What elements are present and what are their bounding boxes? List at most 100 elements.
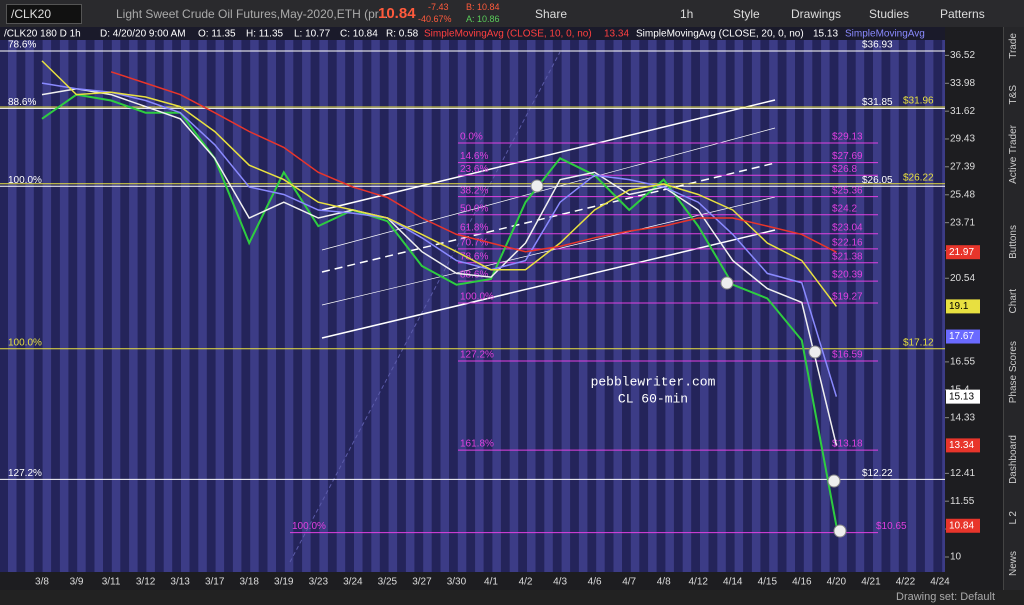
share-button[interactable]: Share [535, 7, 568, 21]
x-tick-label: 4/8 [657, 577, 671, 588]
session-stripe [59, 40, 69, 572]
session-stripe [42, 40, 52, 572]
session-stripe [527, 40, 536, 572]
level-name: 50.0% [460, 203, 488, 214]
channel-upper [321, 99, 776, 211]
x-tick-label: 4/2 [519, 577, 533, 588]
level-name: 100.0% [292, 521, 326, 532]
level-price: $13.18 [832, 439, 863, 450]
studies-button[interactable]: Studies [869, 7, 910, 21]
level-name: 0.0% [460, 132, 483, 143]
price-marker-label: 19.1 [949, 301, 969, 312]
y-tick-label: 14.33 [950, 412, 975, 423]
series-line [41, 93, 838, 526]
series-line [41, 82, 838, 397]
sidebar-tab[interactable]: Buttons [1008, 225, 1019, 259]
series-line [110, 71, 837, 253]
header-low: L: 10.77 [294, 29, 331, 40]
change: -7.43 [428, 2, 449, 12]
level-name: 88.6% [8, 97, 36, 108]
y-tick-label: 29.43 [950, 134, 975, 145]
drawing-set[interactable]: Drawing set: Default [896, 591, 996, 603]
price-marker-label: 10.84 [949, 520, 974, 531]
x-tick-label: 3/19 [274, 577, 294, 588]
trend-line [289, 51, 561, 563]
sidebar-tab[interactable]: T&S [1008, 85, 1019, 105]
level-price: $27.69 [832, 151, 863, 162]
session-stripe [319, 40, 328, 572]
patterns-button[interactable]: Patterns [940, 7, 985, 21]
session-stripe [596, 40, 605, 572]
level-name: 70.7% [460, 237, 488, 248]
level-price: $25.36 [832, 185, 863, 196]
x-tick-label: 3/18 [239, 577, 259, 588]
x-tick-label: 3/24 [343, 577, 363, 588]
x-tick-label: 4/22 [896, 577, 916, 588]
level-name: 127.2% [8, 468, 42, 479]
y-tick-label: 36.52 [950, 50, 975, 61]
drawings-button[interactable]: Drawings [791, 7, 842, 21]
y-tick-label: 27.39 [950, 161, 975, 172]
session-stripe [751, 40, 761, 572]
session-stripe [890, 40, 899, 572]
session-stripe [907, 40, 917, 572]
timeframe-button[interactable]: 1h [680, 7, 694, 21]
pivot-marker [833, 524, 847, 538]
session-stripe [492, 40, 501, 572]
y-tick-label: 12.41 [950, 468, 975, 479]
session-stripe [855, 40, 865, 572]
last-price: 10.84 [378, 5, 416, 22]
chart-header [0, 27, 945, 40]
ask: A: 10.86 [466, 14, 500, 24]
level-name: 78.6% [8, 40, 36, 51]
style-button[interactable]: Style [733, 7, 760, 21]
level-price: $12.22 [862, 468, 893, 479]
sidebar-tab[interactable]: Dashboard [1008, 435, 1019, 484]
x-tick-label: 3/8 [35, 577, 49, 588]
header-range: R: 0.58 [386, 29, 419, 40]
session-stripe [354, 40, 363, 572]
session-stripe [284, 40, 294, 572]
level-price: $19.27 [832, 292, 863, 303]
y-tick-label: 25.48 [950, 189, 975, 200]
level-price: $20.39 [832, 270, 863, 281]
chart: /CLK20 180 D 1h D: 4/20/20 9:00 AM O: 11… [0, 27, 1003, 590]
header-close: C: 10.84 [340, 29, 378, 40]
study3-label: SimpleMovingAvg [845, 29, 925, 40]
study1-label: SimpleMovingAvg (CLOSE, 10, 0, no) [424, 29, 592, 40]
y-tick-label: 31.62 [950, 106, 975, 117]
sidebar-tab[interactable]: L 2 [1008, 511, 1019, 525]
price-marker [946, 438, 980, 453]
session-stripe [873, 40, 882, 572]
study2-label: SimpleMovingAvg (CLOSE, 20, 0, no) [636, 29, 804, 40]
session-stripe [198, 40, 207, 572]
sidebar-tab[interactable]: Chart [1008, 289, 1019, 314]
sidebar-tab[interactable]: Active Trader [1008, 125, 1019, 184]
y-tick-label: 33.98 [950, 78, 975, 89]
level-name: 38.2% [460, 185, 488, 196]
level-name: 100.0% [460, 292, 494, 303]
sidebar-tab[interactable]: Trade [1008, 33, 1019, 59]
level-price: $22.16 [832, 237, 863, 248]
x-tick-label: 3/12 [136, 577, 156, 588]
session-stripe [924, 40, 934, 572]
level-name: 161.8% [460, 439, 494, 450]
session-stripe [630, 40, 640, 572]
sidebar-tab[interactable]: News [1008, 551, 1019, 577]
price-marker [946, 518, 980, 533]
price-marker-label: 13.34 [949, 440, 974, 451]
toolbar: /CLK20 Light Sweet Crude Oil Futures,May… [0, 0, 1024, 28]
footer: Drawing set: Default [0, 590, 1024, 605]
session-stripe [734, 40, 744, 572]
bid: B: 10.84 [466, 2, 500, 12]
pivot-marker [808, 345, 822, 359]
price-marker-label: 15.13 [949, 391, 974, 402]
x-tick-label: 4/16 [792, 577, 812, 588]
pivot-marker [720, 276, 734, 290]
sidebar-tab[interactable]: Phase Scores [1008, 341, 1019, 404]
session-stripe [457, 40, 467, 572]
symbol-box[interactable]: /CLK20 [6, 4, 83, 24]
header-high: H: 11.35 [246, 29, 283, 40]
level-price: $31.96 [903, 96, 934, 107]
